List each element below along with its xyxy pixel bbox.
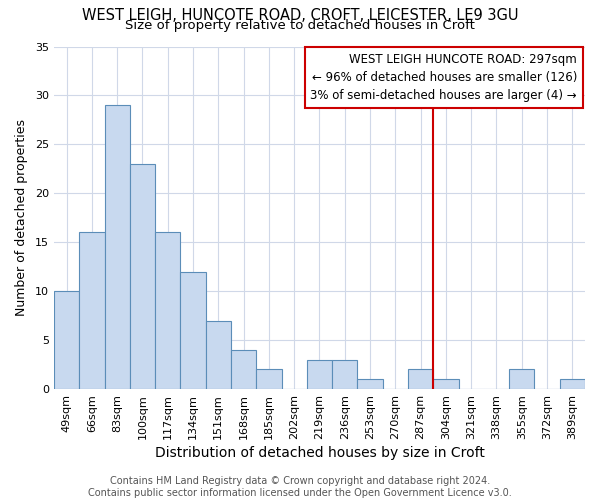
Bar	[206, 320, 231, 389]
Text: Size of property relative to detached houses in Croft: Size of property relative to detached ho…	[125, 19, 475, 32]
Bar	[104, 105, 130, 389]
Text: WEST LEIGH HUNCOTE ROAD: 297sqm
← 96% of detached houses are smaller (126)
3% of: WEST LEIGH HUNCOTE ROAD: 297sqm ← 96% of…	[310, 54, 577, 102]
Bar	[256, 370, 281, 389]
Bar	[408, 370, 433, 389]
Text: Contains HM Land Registry data © Crown copyright and database right 2024.
Contai: Contains HM Land Registry data © Crown c…	[88, 476, 512, 498]
Bar	[433, 380, 458, 389]
Bar	[358, 380, 383, 389]
Bar	[181, 272, 206, 389]
Bar	[79, 232, 104, 389]
Bar	[307, 360, 332, 389]
Bar	[155, 232, 181, 389]
Bar	[54, 291, 79, 389]
Bar	[130, 164, 155, 389]
Bar	[560, 380, 585, 389]
Bar	[332, 360, 358, 389]
Bar	[509, 370, 535, 389]
Bar	[231, 350, 256, 389]
Text: WEST LEIGH, HUNCOTE ROAD, CROFT, LEICESTER, LE9 3GU: WEST LEIGH, HUNCOTE ROAD, CROFT, LEICEST…	[82, 8, 518, 22]
X-axis label: Distribution of detached houses by size in Croft: Distribution of detached houses by size …	[155, 446, 484, 460]
Y-axis label: Number of detached properties: Number of detached properties	[15, 120, 28, 316]
